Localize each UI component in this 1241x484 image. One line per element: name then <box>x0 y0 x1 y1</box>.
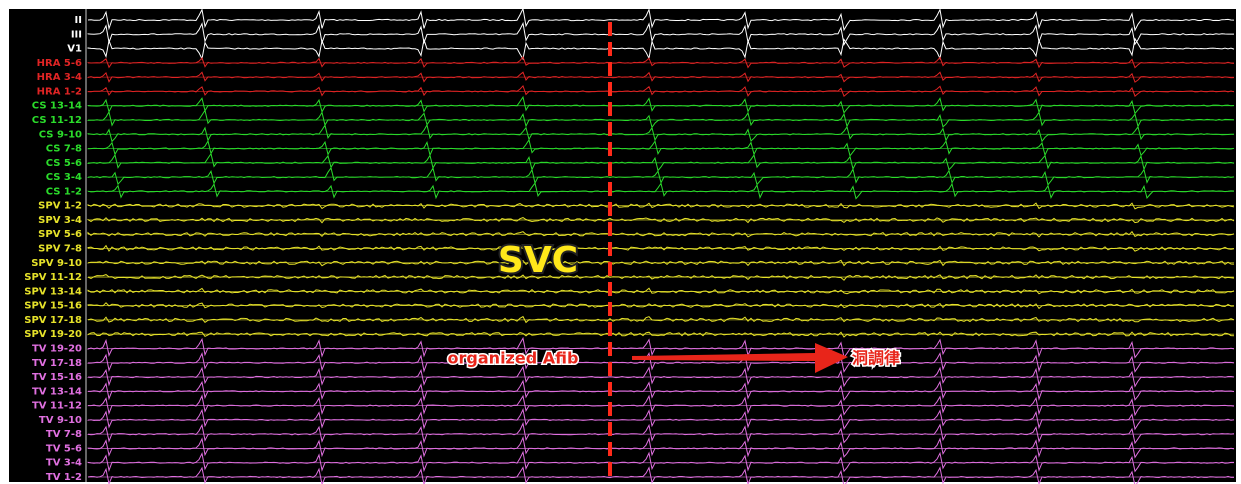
channel-label: TV 15-16 <box>32 372 82 383</box>
channel-label: CS 5-6 <box>46 158 82 169</box>
waveform <box>87 202 1235 210</box>
waveform <box>87 421 1235 445</box>
waveform <box>87 71 1235 83</box>
channel-label: TV 17-18 <box>32 358 82 369</box>
waveform <box>87 351 1235 373</box>
waveform <box>87 109 1235 129</box>
channel-label: SPV 3-4 <box>38 215 82 226</box>
waveform <box>87 84 1235 98</box>
channel-label: SPV 11-12 <box>24 272 82 283</box>
waveform <box>87 56 1235 69</box>
waveform <box>87 244 1235 252</box>
waveform <box>87 336 1235 359</box>
waveform <box>87 37 1235 61</box>
before-label: organized Afib <box>448 349 579 368</box>
channel-label: CS 13-14 <box>32 101 82 112</box>
channel-label: SPV 19-20 <box>24 329 82 340</box>
channel-label: CS 7-8 <box>46 144 82 155</box>
waveform <box>87 152 1235 172</box>
channel-label: TV 5-6 <box>46 443 82 454</box>
waveform <box>87 230 1235 238</box>
channel-label: HRA 1-2 <box>37 86 82 97</box>
waveform <box>87 394 1235 417</box>
waveform <box>87 365 1235 388</box>
channel-label: TV 7-8 <box>46 429 82 440</box>
waveform <box>87 138 1235 157</box>
waveform <box>87 274 1235 281</box>
site-label: SVC <box>498 240 578 281</box>
background <box>9 9 1236 482</box>
channel-label: III <box>71 29 82 40</box>
channel-label: CS 3-4 <box>46 172 82 183</box>
waveform <box>87 331 1235 338</box>
arrow <box>632 343 848 373</box>
waveform <box>87 466 1234 484</box>
waveform <box>87 217 1235 224</box>
waveform <box>87 379 1235 402</box>
channel-label: CS 9-10 <box>39 129 82 140</box>
channel-label: SPV 1-2 <box>38 201 82 212</box>
channel-label: V1 <box>67 44 82 55</box>
waveform <box>87 182 1235 200</box>
channel-label: SPV 9-10 <box>31 258 82 269</box>
waveform <box>87 166 1235 186</box>
waveform <box>87 408 1235 431</box>
waveform <box>87 287 1235 295</box>
channel-label: SPV 5-6 <box>38 229 82 240</box>
channel-label: HRA 5-6 <box>37 58 82 69</box>
waveform <box>87 95 1235 115</box>
traces <box>87 7 1235 484</box>
channel-label: SPV 7-8 <box>38 244 82 255</box>
channel-label: TV 19-20 <box>32 343 82 354</box>
waveform <box>87 7 1235 32</box>
channel-label: SPV 13-14 <box>24 286 82 297</box>
channel-label: TV 11-12 <box>32 401 82 412</box>
channel-label: TV 13-14 <box>32 386 82 397</box>
waveform <box>87 123 1234 143</box>
channel-label: II <box>75 15 82 26</box>
channel-label: SPV 17-18 <box>24 315 82 326</box>
channel-label: HRA 3-4 <box>37 72 82 83</box>
waveform <box>87 302 1235 310</box>
waveform <box>87 450 1234 473</box>
waveform <box>87 21 1234 46</box>
channel-label: TV 3-4 <box>46 458 82 469</box>
waveform <box>87 259 1235 267</box>
channel-label: TV 9-10 <box>39 415 82 426</box>
waveform <box>87 315 1235 324</box>
after-label: 洞調律 <box>852 349 900 368</box>
waveform <box>87 436 1235 459</box>
channel-label: CS 11-12 <box>32 115 82 126</box>
channel-label: SPV 15-16 <box>24 301 82 312</box>
channel-label: TV 1-2 <box>46 472 82 483</box>
channel-label: CS 1-2 <box>46 186 82 197</box>
